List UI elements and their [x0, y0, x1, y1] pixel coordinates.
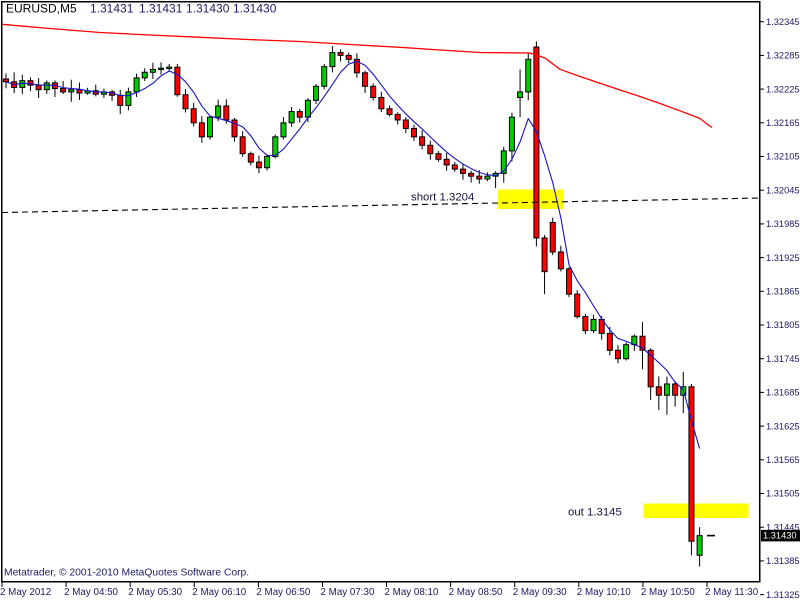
svg-text:1.31385: 1.31385 [766, 556, 800, 566]
svg-text:1.32345: 1.32345 [766, 17, 800, 27]
svg-text:1.32225: 1.32225 [766, 84, 800, 94]
svg-text:1.31325: 1.31325 [766, 590, 800, 600]
svg-text:2 May 2012: 2 May 2012 [0, 587, 51, 598]
svg-text:1.31865: 1.31865 [766, 287, 800, 297]
svg-text:1.31805: 1.31805 [766, 320, 800, 330]
svg-text:1.31505: 1.31505 [766, 489, 800, 499]
svg-text:short 1.3204: short 1.3204 [411, 192, 474, 204]
svg-text:1.31430: 1.31430 [186, 2, 230, 16]
svg-text:Metatrader, © 2001-2010 MetaQu: Metatrader, © 2001-2010 MetaQuotes Softw… [4, 568, 249, 579]
svg-text:1.31685: 1.31685 [766, 388, 800, 398]
svg-text:2 May 09:30: 2 May 09:30 [513, 587, 567, 598]
svg-text:2 May 05:30: 2 May 05:30 [128, 587, 182, 598]
svg-text:1.31565: 1.31565 [766, 455, 800, 465]
svg-text:1.31745: 1.31745 [766, 354, 800, 364]
svg-text:1.31430: 1.31430 [233, 2, 277, 16]
svg-text:1.31625: 1.31625 [766, 421, 800, 431]
svg-text:1.31431: 1.31431 [90, 2, 134, 16]
svg-text:1.32285: 1.32285 [766, 51, 800, 61]
svg-text:1.31985: 1.31985 [766, 219, 800, 229]
svg-text:1.32105: 1.32105 [766, 152, 800, 162]
svg-text:1.31430: 1.31430 [763, 531, 797, 541]
svg-text:2 May 06:50: 2 May 06:50 [256, 587, 310, 598]
svg-text:out 1.3145: out 1.3145 [568, 507, 622, 519]
svg-text:2 May 11:30: 2 May 11:30 [705, 587, 759, 598]
svg-text:1.31431: 1.31431 [139, 2, 183, 16]
svg-text:2 May 10:10: 2 May 10:10 [577, 587, 631, 598]
svg-text:EURUSD,M5: EURUSD,M5 [6, 2, 77, 16]
svg-text:2 May 08:10: 2 May 08:10 [385, 587, 439, 598]
svg-text:2 May 04:50: 2 May 04:50 [64, 587, 118, 598]
svg-text:1.32045: 1.32045 [766, 185, 800, 195]
svg-text:2 May 07:30: 2 May 07:30 [321, 587, 375, 598]
svg-text:2 May 10:50: 2 May 10:50 [641, 587, 695, 598]
svg-text:1.32165: 1.32165 [766, 118, 800, 128]
svg-text:1.31925: 1.31925 [766, 253, 800, 263]
svg-text:2 May 06:10: 2 May 06:10 [192, 587, 246, 598]
svg-text:2 May 08:50: 2 May 08:50 [449, 587, 503, 598]
